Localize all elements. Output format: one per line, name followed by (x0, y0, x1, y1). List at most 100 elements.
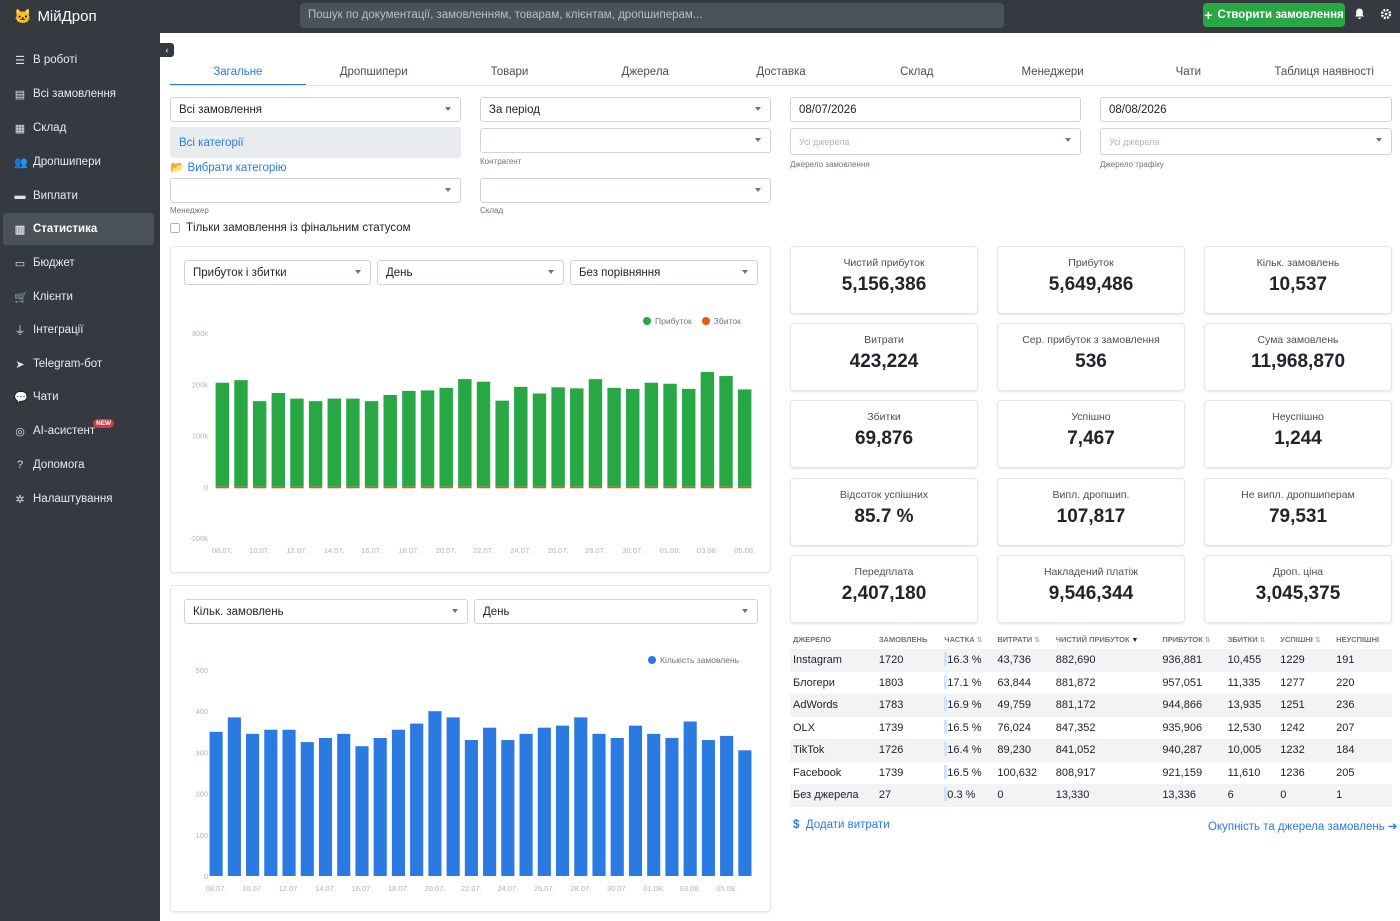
chevron-down-icon (755, 107, 761, 111)
add-expenses-link[interactable]: $ Додати витрати (793, 819, 890, 831)
stat-card: Неуспішно 1,244 (1204, 400, 1392, 468)
manager-select[interactable] (170, 178, 461, 203)
sidebar-item-clients[interactable]: 🛒 Клієнти (3, 281, 154, 313)
collapse-sidebar-button[interactable]: ‹ (160, 43, 174, 57)
sidebar-item-all-orders[interactable]: ▤ Всі замовлення (3, 78, 154, 110)
sidebar-item-integrations[interactable]: ⏚ Інтеграції (3, 314, 154, 346)
table-cell: 89,230 (994, 739, 1053, 762)
period-select[interactable]: За період (480, 97, 771, 122)
col-share[interactable]: ЧАСТКА ⇅ (941, 632, 994, 649)
sort-icon: ⇅ (1314, 637, 1321, 644)
chart2-metric-select[interactable]: Кільк. замовлень (184, 599, 468, 624)
stat-value: 1,244 (1274, 428, 1322, 449)
categories-box[interactable]: Всі категорії (170, 127, 461, 158)
date-from-input[interactable]: 08/07/2026 (790, 97, 1081, 122)
payback-label: Окупність та джерела замовлень (1208, 821, 1385, 833)
search-input[interactable]: Пошук по документації, замовленням, това… (300, 3, 1004, 28)
choose-category-link[interactable]: 📂 Вибрати категорію (170, 160, 287, 174)
bar (246, 733, 260, 876)
col-label: ЗАМОВЛЕНЬ (878, 635, 928, 644)
orders-select[interactable]: Всі замовлення (170, 97, 461, 122)
chart1-granularity-select[interactable]: День (377, 260, 564, 285)
tab-managers[interactable]: Менеджери (1021, 66, 1084, 78)
sort-icon: ⇅ (976, 637, 983, 644)
col-successful[interactable]: УСПІШНІ ⇅ (1277, 632, 1333, 649)
final-status-filter[interactable]: Тільки замовлення із фінальним статусом (170, 222, 411, 234)
traffic-source-select[interactable]: Усі джерела (1100, 128, 1392, 155)
col-orders[interactable]: ЗАМОВЛЕНЬ (876, 632, 941, 649)
chart2-granularity-select[interactable]: День (474, 599, 758, 624)
sidebar-item-help[interactable]: ? Допомога (3, 449, 154, 481)
bar (428, 711, 442, 876)
chevron-down-icon (1065, 138, 1071, 142)
table-cell: AdWords (790, 694, 876, 717)
share-bar (944, 697, 948, 712)
bar (383, 395, 397, 487)
stat-value: 7,467 (1067, 428, 1115, 449)
plug-icon: ⏚ (14, 325, 26, 337)
y-tick-label: 0 (204, 483, 208, 492)
payback-link[interactable]: Окупність та джерела замовлень ➔ (1208, 819, 1398, 833)
sidebar-item-in-work[interactable]: ☰ В роботі (3, 44, 154, 76)
counterparty-select[interactable] (480, 128, 771, 153)
table-cell: 16.5 % (941, 762, 994, 785)
order-source-select[interactable]: Усі джерела (790, 128, 1081, 155)
chevron-down-icon (452, 609, 458, 613)
tab-chats[interactable]: Чати (1175, 66, 1202, 78)
sidebar-item-warehouse[interactable]: ▦ Склад (3, 112, 154, 144)
col-expenses[interactable]: ВИТРАТИ ⇅ (994, 632, 1052, 649)
col-source[interactable]: ДЖЕРЕЛО (790, 632, 876, 649)
sidebar-item-statistics[interactable]: ▥ Статистика (3, 213, 154, 245)
sidebar-item-budget[interactable]: ▭ Бюджет (3, 247, 154, 279)
sidebar-item-label: AI-асистент (33, 425, 96, 437)
sidebar-item-settings[interactable]: ✲ Налаштування (3, 483, 154, 515)
sidebar-item-telegram-bot[interactable]: ➤ Telegram-бот (3, 348, 154, 380)
date-to-input[interactable]: 08/08/2026 (1100, 97, 1392, 122)
table-row: OLX 1739 16.5 % 76,024 847,352 935,906 12,530 1… (790, 717, 1392, 740)
gear-icon[interactable] (1380, 8, 1392, 23)
brand[interactable]: 🐱 МійДроп (0, 8, 160, 25)
x-tick-label: 14.07. (324, 546, 345, 555)
arrow-right-icon: ➔ (1387, 821, 1398, 833)
sidebar-item-ai-assistant[interactable]: ◎ AI-асистент NEW (3, 415, 154, 447)
table-cell: 6 (1224, 784, 1278, 807)
table-cell: 881,872 (1055, 676, 1096, 689)
tab-general[interactable]: Загальне (170, 60, 306, 86)
x-tick-label: 20.07. (436, 546, 457, 555)
final-status-checkbox[interactable] (170, 223, 180, 233)
table-row: Без джерела 27 0.3 % 0 13,330 13,336 6 0 1 (790, 784, 1392, 807)
bell-icon[interactable] (1354, 8, 1365, 23)
sidebar-item-label: Інтеграції (33, 324, 84, 336)
table-cell: 63,844 (997, 676, 1032, 689)
tab-availability[interactable]: Таблиця наявності (1274, 66, 1374, 78)
chart1-metric-select[interactable]: Прибуток і збитки (184, 260, 371, 285)
col-profit[interactable]: ПРИБУТОК ⇅ (1159, 632, 1224, 649)
create-order-button[interactable]: + Створити замовлення (1203, 3, 1345, 27)
order-source-placeholder: Усі джерела (799, 137, 850, 147)
chart1-compare-select[interactable]: Без порівняння (570, 260, 758, 285)
warehouse-select[interactable] (480, 178, 771, 203)
bar (346, 398, 360, 487)
bar (555, 725, 570, 876)
col-losses[interactable]: ЗБИТКИ ⇅ (1225, 632, 1278, 649)
tab-sources[interactable]: Джерела (621, 66, 669, 78)
table-cell: 11,610 (1227, 766, 1261, 779)
table-cell: 184 (1333, 739, 1392, 762)
tab-delivery[interactable]: Доставка (756, 66, 806, 78)
tab-dropshippers[interactable]: Дропшипери (339, 66, 408, 78)
stat-card: Прибуток 5,649,486 (997, 246, 1185, 314)
sidebar-item-dropshippers[interactable]: 👥 Дропшипери (3, 146, 154, 178)
table-cell: 13,330 (1052, 784, 1160, 807)
sort-icon: ⇅ (1204, 637, 1211, 644)
x-tick-label: 20.07. (424, 884, 445, 893)
col-net-profit[interactable]: ЧИСТИЙ ПРИБУТОК ▼ (1053, 632, 1160, 649)
col-unsuccessful[interactable]: НЕУСПІШНІ (1333, 632, 1392, 649)
tab-warehouse[interactable]: Склад (900, 66, 934, 78)
table-row: Блогери 1803 17.1 % 63,844 881,872 957,051 11,… (790, 672, 1392, 695)
table-cell: 1803 (878, 676, 904, 689)
sidebar-item-payouts[interactable]: ▬ Виплати (3, 180, 154, 212)
tab-products[interactable]: Товари (490, 66, 529, 78)
share-bar (944, 719, 948, 734)
sidebar-item-chats[interactable]: 💬 Чати (3, 381, 154, 413)
y-tick-label: 100 (195, 831, 208, 840)
